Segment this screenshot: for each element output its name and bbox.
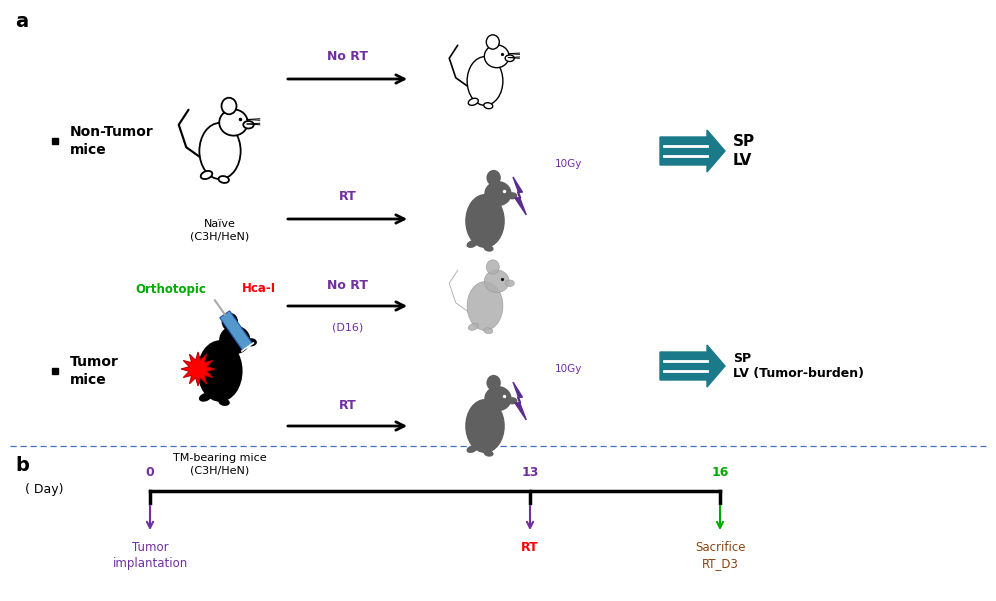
Ellipse shape: [486, 260, 499, 274]
Ellipse shape: [465, 399, 505, 453]
Ellipse shape: [199, 123, 241, 179]
Ellipse shape: [484, 450, 494, 457]
Ellipse shape: [245, 338, 257, 346]
Polygon shape: [513, 177, 526, 215]
Ellipse shape: [484, 270, 509, 293]
Ellipse shape: [484, 328, 493, 334]
Ellipse shape: [218, 176, 229, 183]
Text: 10Gy: 10Gy: [555, 159, 583, 169]
Ellipse shape: [201, 171, 212, 179]
Text: Hca-I: Hca-I: [242, 282, 276, 296]
Ellipse shape: [484, 103, 493, 109]
Ellipse shape: [199, 393, 211, 401]
Text: Orthotopic: Orthotopic: [135, 282, 206, 296]
Ellipse shape: [465, 194, 505, 248]
FancyArrow shape: [660, 130, 725, 172]
Text: RT: RT: [521, 541, 539, 554]
Text: Sacrifice
RT_D3: Sacrifice RT_D3: [695, 541, 745, 570]
Text: ( Day): ( Day): [25, 483, 64, 495]
Ellipse shape: [486, 35, 499, 49]
Text: No RT: No RT: [327, 50, 368, 63]
Ellipse shape: [484, 245, 494, 252]
Text: b: b: [15, 456, 29, 475]
Text: SP
LV: SP LV: [733, 134, 755, 168]
Text: SP
LV (Tumor-burden): SP LV (Tumor-burden): [733, 352, 864, 380]
Polygon shape: [513, 382, 526, 420]
Ellipse shape: [466, 445, 478, 453]
Ellipse shape: [467, 282, 503, 331]
Ellipse shape: [219, 326, 250, 354]
Text: a: a: [15, 12, 28, 31]
Ellipse shape: [218, 398, 230, 406]
Text: 0: 0: [145, 466, 154, 479]
FancyArrow shape: [660, 345, 725, 387]
Ellipse shape: [468, 99, 478, 105]
Ellipse shape: [486, 375, 501, 391]
Ellipse shape: [468, 323, 478, 331]
Text: TM-bearing mice
(C3H/HeN): TM-bearing mice (C3H/HeN): [173, 453, 267, 475]
Ellipse shape: [466, 240, 478, 248]
Ellipse shape: [484, 45, 509, 68]
Text: No RT: No RT: [327, 279, 368, 292]
Text: 10Gy: 10Gy: [555, 364, 583, 374]
Text: (D16): (D16): [332, 323, 364, 333]
Ellipse shape: [219, 109, 248, 136]
Ellipse shape: [467, 56, 503, 105]
Text: Tumor
implantation: Tumor implantation: [113, 541, 187, 570]
Text: Tumor
mice: Tumor mice: [70, 355, 119, 387]
Text: RT: RT: [339, 190, 357, 203]
Ellipse shape: [221, 98, 236, 114]
Ellipse shape: [484, 386, 512, 411]
Ellipse shape: [507, 397, 517, 404]
Ellipse shape: [197, 340, 243, 401]
Text: 16: 16: [711, 466, 729, 479]
Text: Naïve
(C3H/HeN): Naïve (C3H/HeN): [190, 219, 250, 242]
Ellipse shape: [505, 55, 514, 61]
Ellipse shape: [507, 192, 517, 200]
Ellipse shape: [222, 313, 238, 331]
Text: RT: RT: [339, 399, 357, 412]
Polygon shape: [181, 352, 215, 386]
Text: 13: 13: [521, 466, 539, 479]
Ellipse shape: [505, 280, 514, 287]
Polygon shape: [220, 311, 253, 350]
Ellipse shape: [486, 170, 501, 186]
Ellipse shape: [484, 181, 512, 206]
Text: Non-Tumor
mice: Non-Tumor mice: [70, 125, 153, 157]
Ellipse shape: [243, 121, 254, 129]
